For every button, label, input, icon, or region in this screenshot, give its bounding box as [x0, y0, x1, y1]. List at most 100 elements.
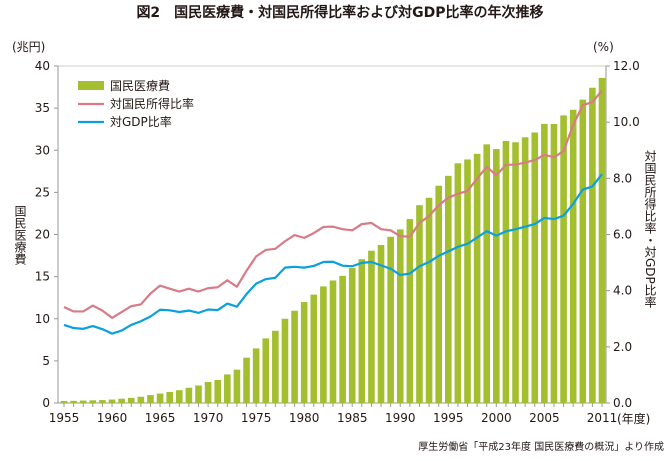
source-note: 厚生労働省「平成23年度 国民医療費の概況」より作成 [418, 440, 664, 453]
bar-medical-expenditure [396, 229, 404, 403]
bar-medical-expenditure [454, 163, 462, 403]
bar-medical-expenditure [493, 149, 500, 403]
bar-medical-expenditure [310, 294, 318, 403]
bar-medical-expenditure [127, 397, 135, 403]
bar-medical-expenditure [233, 369, 241, 403]
left-unit-label: (兆円) [12, 40, 45, 54]
bar-medical-expenditure [175, 390, 183, 403]
bar-medical-expenditure [147, 395, 154, 403]
bar-medical-expenditure [531, 132, 539, 403]
bar-medical-expenditure [541, 123, 548, 403]
bar-medical-expenditure [425, 197, 433, 403]
x-tick-label: 1980 [289, 411, 320, 425]
bar-medical-expenditure [224, 374, 231, 403]
bar-medical-expenditure [368, 250, 375, 403]
right-tick-label: 2.0 [613, 340, 632, 354]
line-national-income-ratio [63, 89, 603, 320]
left-tick-label: 5 [42, 354, 50, 368]
legend-swatch-bar [78, 81, 104, 90]
x-tick-label: 1965 [145, 411, 176, 425]
right-tick-label: 6.0 [613, 228, 632, 242]
bar-medical-expenditure [320, 286, 327, 403]
bar-medical-expenditure [89, 400, 97, 403]
bar-medical-expenditure [60, 400, 68, 403]
x-tick-label: 1970 [193, 411, 224, 425]
bar-medical-expenditure [598, 77, 606, 404]
bar-medical-expenditure [300, 302, 308, 403]
bar-medical-expenditure [464, 159, 471, 403]
left-axis-title: 国民医療費 [13, 205, 27, 265]
bar-medical-expenditure [166, 391, 173, 403]
right-tick-label: 10.0 [613, 115, 640, 129]
right-unit-label: (%) [593, 40, 614, 54]
bar-medical-expenditure [281, 318, 289, 403]
bar-medical-expenditure [79, 400, 87, 403]
right-tick-label: 4.0 [613, 284, 632, 298]
bar-medical-expenditure [262, 338, 270, 403]
x-tick-label: 1990 [385, 411, 416, 425]
bar-medical-expenditure [99, 400, 106, 403]
bar-medical-expenditure [473, 153, 481, 403]
bar-medical-expenditure [416, 205, 423, 403]
bar-medical-expenditure [358, 259, 366, 403]
left-tick-label: 15 [35, 270, 50, 284]
bar-medical-expenditure [348, 268, 356, 403]
bar-medical-expenditure [252, 348, 260, 403]
legend-label: 国民医療費 [110, 78, 170, 93]
left-tick-label: 10 [35, 312, 50, 326]
bar-medical-expenditure [156, 393, 164, 403]
x-tick-label: 2011 [587, 411, 618, 425]
bar-medical-expenditure [387, 236, 394, 403]
bar-medical-expenditure [118, 398, 125, 403]
left-tick-label: 30 [35, 143, 50, 157]
bar-medical-expenditure [560, 115, 567, 404]
right-tick-label: 8.0 [613, 171, 632, 185]
right-tick-label: 0.0 [613, 396, 632, 410]
left-tick-label: 0 [42, 396, 50, 410]
left-tick-label: 35 [35, 101, 50, 115]
x-tick-label: 1955 [49, 411, 80, 425]
x-unit-label: (年度) [617, 411, 650, 426]
bar-medical-expenditure [521, 137, 529, 403]
bar-medical-expenditure [329, 280, 337, 403]
bar-medical-expenditure [108, 399, 116, 403]
x-tick-label: 1995 [433, 411, 464, 425]
bar-medical-expenditure [569, 109, 577, 404]
bar-medical-expenditure [272, 330, 279, 403]
bar-medical-expenditure [502, 140, 510, 404]
plot-area: 0 5 10 15 20 25 30 35 40 0.0 2.0 4.0 6.0 8.0 10.0 12.0 1… [35, 59, 640, 425]
bar-medical-expenditure [435, 185, 442, 403]
bar-medical-expenditure [339, 275, 346, 403]
bar-medical-expenditure [483, 144, 491, 404]
left-tick-label: 25 [35, 185, 50, 199]
bar-medical-expenditure [291, 310, 298, 403]
legend-label: 対国民所得比率 [110, 96, 194, 111]
right-axis-title: 対国民所得比率・対GDP比率 [643, 150, 657, 308]
bar-medical-expenditure [377, 244, 385, 403]
chart-title: 図2 国民医療費・対国民所得比率および対GDP比率の年次推移 [136, 4, 543, 21]
bar-medical-expenditure [70, 400, 77, 403]
x-tick-label: 2000 [481, 411, 512, 425]
bar-medical-expenditure [550, 123, 558, 404]
x-tick-label: 1960 [97, 411, 128, 425]
bar-medical-expenditure [579, 99, 587, 403]
legend-label: 対GDP比率 [110, 114, 172, 129]
left-tick-label: 40 [35, 59, 50, 73]
bar-medical-expenditure [214, 379, 222, 403]
bar-medical-expenditure [406, 219, 414, 403]
line-gdp-ratio [63, 173, 603, 335]
bar-medical-expenditure [589, 87, 596, 403]
bar-medical-expenditure [512, 142, 519, 403]
bar-medical-expenditure [204, 381, 212, 403]
bar-medical-expenditure [243, 357, 250, 403]
bar-medical-expenditure [137, 396, 145, 403]
left-tick-label: 20 [35, 228, 50, 242]
bar-medical-expenditure [195, 385, 202, 403]
x-tick-label: 2005 [529, 411, 560, 425]
bar-medical-expenditure [444, 175, 452, 403]
x-tick-label: 1985 [337, 411, 368, 425]
right-tick-label: 12.0 [613, 59, 640, 73]
x-tick-label: 1975 [241, 411, 272, 425]
